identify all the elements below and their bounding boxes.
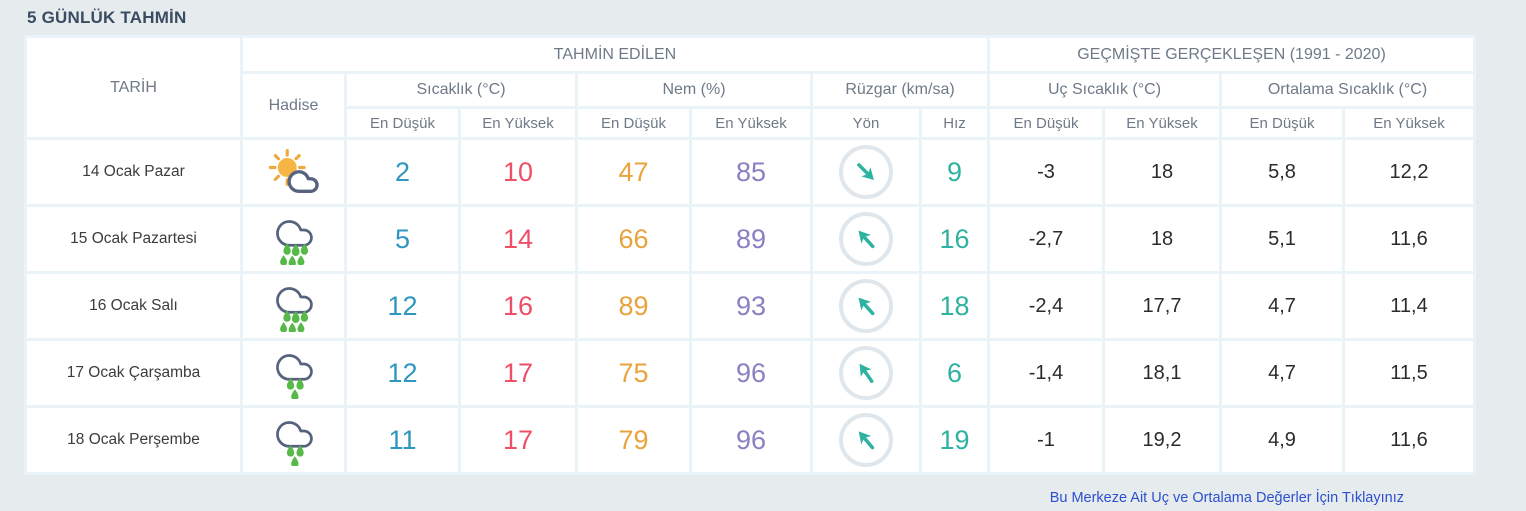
temp-max-cell: 16 (461, 274, 575, 338)
past-avg-min-cell: 5,1 (1222, 207, 1342, 271)
table-row: 18 Ocak Perşembe 11 17 79 96 19 -1 19,2 4,9 11,6 (27, 408, 1473, 472)
wind-direction-cell (813, 408, 919, 472)
temp-max-cell: 17 (461, 341, 575, 405)
header-date: TARİH (27, 38, 240, 137)
header-temp-min: En Düşük (347, 109, 458, 137)
header-wind-speed: Hız (922, 109, 987, 137)
header-past: GEÇMİŞTE GERÇEKLEŞEN (1991 - 2020) (990, 38, 1473, 71)
past-extreme-min-cell: -1,4 (990, 341, 1102, 405)
past-extreme-max-cell: 17,7 (1105, 274, 1219, 338)
humidity-min-cell: 47 (578, 140, 689, 204)
temp-min-cell: 2 (347, 140, 458, 204)
date-cell: 15 Ocak Pazartesi (27, 207, 240, 271)
temp-min-cell: 5 (347, 207, 458, 271)
humidity-max-cell: 89 (692, 207, 810, 271)
past-avg-max-cell: 12,2 (1345, 140, 1473, 204)
forecast-table: TARİH TAHMİN EDİLEN GEÇMİŞTE GERÇEKLEŞEN… (24, 35, 1476, 475)
header-hum-min: En Düşük (578, 109, 689, 137)
historical-values-link[interactable]: Bu Merkeze Ait Uç ve Ortalama Değerler İ… (1049, 490, 1404, 506)
header-predicted: TAHMİN EDİLEN (243, 38, 987, 71)
table-row: 17 Ocak Çarşamba 12 17 75 96 6 -1,4 18,1 4,7 11,5 (27, 341, 1473, 405)
wind-northwest-arrow-icon (839, 346, 893, 400)
table-row: 16 Ocak Salı 12 16 89 93 18 -2,4 17,7 4,7 11,4 (27, 274, 1473, 338)
header-avg-temp: Ortalama Sıcaklık (°C) (1222, 74, 1473, 106)
weather-sun-cloud-icon (243, 140, 344, 204)
wind-speed-cell: 9 (922, 140, 987, 204)
wind-speed-cell: 16 (922, 207, 987, 271)
weather-rain-heavy-icon (243, 274, 344, 338)
humidity-min-cell: 75 (578, 341, 689, 405)
table-row: 14 Ocak Pazar 2 10 47 85 9 -3 18 5,8 12,2 (27, 140, 1473, 204)
past-extreme-min-cell: -1 (990, 408, 1102, 472)
wind-direction-cell (813, 140, 919, 204)
header-condition: Hadise (243, 74, 344, 137)
wind-speed-cell: 18 (922, 274, 987, 338)
header-hum-max: En Yüksek (692, 109, 810, 137)
date-cell: 16 Ocak Salı (27, 274, 240, 338)
table-row: 15 Ocak Pazartesi 5 14 66 89 16 -2,7 18 5,1 11,6 (27, 207, 1473, 271)
wind-southeast-arrow-icon (839, 145, 893, 199)
forecast-rows: 14 Ocak Pazar 2 10 47 85 9 -3 18 5,8 12,2 15 Ocak … (27, 140, 1473, 472)
weather-rain-heavy-icon (243, 207, 344, 271)
header-extreme-temp: Uç Sıcaklık (°C) (990, 74, 1219, 106)
past-avg-min-cell: 4,7 (1222, 341, 1342, 405)
temp-max-cell: 17 (461, 408, 575, 472)
header-temp-max: En Yüksek (461, 109, 575, 137)
humidity-min-cell: 89 (578, 274, 689, 338)
wind-northwest-arrow-icon (839, 212, 893, 266)
temp-min-cell: 12 (347, 274, 458, 338)
temp-max-cell: 14 (461, 207, 575, 271)
past-avg-min-cell: 4,7 (1222, 274, 1342, 338)
wind-direction-cell (813, 207, 919, 271)
humidity-max-cell: 96 (692, 341, 810, 405)
weather-rain-light-icon (243, 341, 344, 405)
past-avg-max-cell: 11,6 (1345, 207, 1473, 271)
past-extreme-max-cell: 18 (1105, 207, 1219, 271)
wind-direction-cell (813, 341, 919, 405)
past-avg-min-cell: 5,8 (1222, 140, 1342, 204)
wind-speed-cell: 6 (922, 341, 987, 405)
header-wind-direction: Yön (813, 109, 919, 137)
humidity-max-cell: 85 (692, 140, 810, 204)
past-extreme-max-cell: 19,2 (1105, 408, 1219, 472)
humidity-max-cell: 93 (692, 274, 810, 338)
header-temperature: Sıcaklık (°C) (347, 74, 575, 106)
header-avg-min: En Düşük (1222, 109, 1342, 137)
temp-max-cell: 10 (461, 140, 575, 204)
header-avg-max: En Yüksek (1345, 109, 1473, 137)
date-cell: 14 Ocak Pazar (27, 140, 240, 204)
past-extreme-max-cell: 18,1 (1105, 341, 1219, 405)
page-title: 5 GÜNLÜK TAHMİN (27, 8, 187, 27)
header-past-min: En Düşük (990, 109, 1102, 137)
temp-min-cell: 11 (347, 408, 458, 472)
past-avg-max-cell: 11,5 (1345, 341, 1473, 405)
wind-northwest-arrow-icon (839, 279, 893, 333)
header-past-max: En Yüksek (1105, 109, 1219, 137)
humidity-min-cell: 79 (578, 408, 689, 472)
temp-min-cell: 12 (347, 341, 458, 405)
humidity-max-cell: 96 (692, 408, 810, 472)
past-extreme-min-cell: -2,7 (990, 207, 1102, 271)
header-wind: Rüzgar (km/sa) (813, 74, 987, 106)
date-cell: 17 Ocak Çarşamba (27, 341, 240, 405)
past-avg-min-cell: 4,9 (1222, 408, 1342, 472)
past-avg-max-cell: 11,6 (1345, 408, 1473, 472)
header-humidity: Nem (%) (578, 74, 810, 106)
past-extreme-max-cell: 18 (1105, 140, 1219, 204)
past-avg-max-cell: 11,4 (1345, 274, 1473, 338)
wind-speed-cell: 19 (922, 408, 987, 472)
past-extreme-min-cell: -2,4 (990, 274, 1102, 338)
footer: Bu Merkeze Ait Uç ve Ortalama Değerler İ… (24, 489, 1476, 507)
humidity-min-cell: 66 (578, 207, 689, 271)
date-cell: 18 Ocak Perşembe (27, 408, 240, 472)
wind-direction-cell (813, 274, 919, 338)
past-extreme-min-cell: -3 (990, 140, 1102, 204)
wind-northwest-arrow-icon (839, 413, 893, 467)
weather-rain-light-icon (243, 408, 344, 472)
